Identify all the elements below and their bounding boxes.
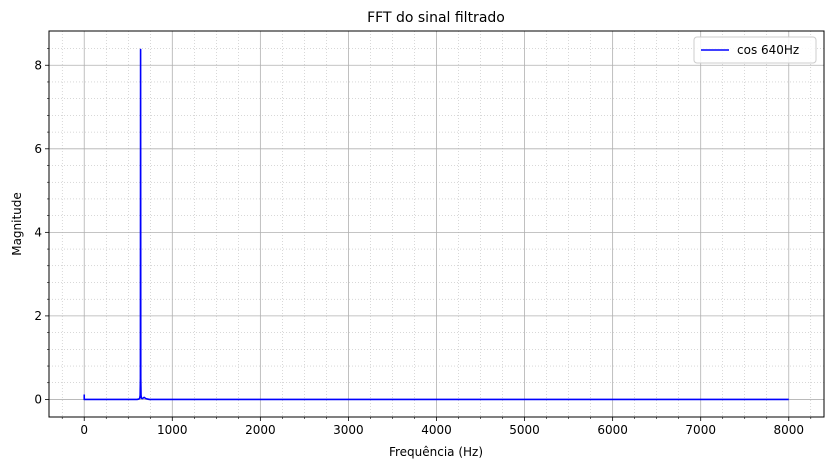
x-axis: 0 1000 2000 3000 4000 5000 6000 7000 8000 — [61, 417, 812, 437]
x-axis-label: Frequência (Hz) — [389, 445, 483, 459]
x-tick-label: 8000 — [773, 423, 804, 437]
legend-label: cos 640Hz — [737, 43, 799, 57]
y-tick-label: 6 — [34, 142, 42, 156]
y-axis: 0 2 4 6 8 — [34, 48, 49, 406]
legend: cos 640Hz — [693, 36, 817, 64]
series-layer — [83, 48, 789, 401]
y-tick-label: 2 — [34, 309, 42, 323]
x-tick-label: 6000 — [597, 423, 628, 437]
chart-title: FFT do sinal filtrado — [367, 10, 505, 26]
x-tick-label: 1000 — [157, 423, 188, 437]
y-tick-label: 4 — [34, 225, 42, 239]
legend-box — [693, 36, 817, 64]
x-tick-label: 3000 — [333, 423, 364, 437]
x-tick-label: 2000 — [245, 423, 276, 437]
y-tick-label: 8 — [34, 58, 42, 72]
x-tick-label: 0 — [80, 423, 88, 437]
x-tick-label: 4000 — [421, 423, 452, 437]
series-line-cos-640hz — [83, 48, 789, 401]
y-axis-label: Magnitude — [10, 192, 24, 256]
y-tick-label: 0 — [34, 392, 42, 406]
x-tick-label: 5000 — [509, 423, 540, 437]
x-tick-label: 7000 — [685, 423, 716, 437]
